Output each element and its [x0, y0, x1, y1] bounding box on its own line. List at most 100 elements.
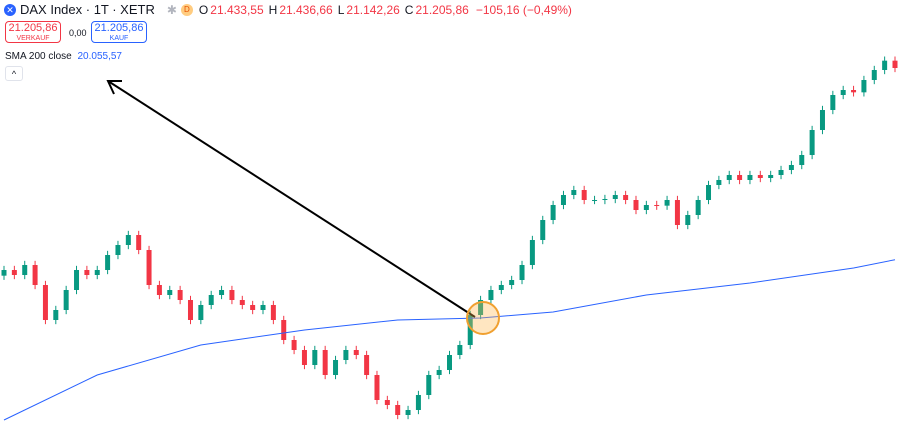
candle-body [581, 190, 587, 200]
candle-body [22, 265, 28, 275]
candle-body [788, 165, 794, 170]
candle-body [291, 340, 297, 350]
annotation-arrow [107, 80, 476, 318]
candle-body [322, 350, 328, 375]
candle-body [177, 290, 183, 300]
symbol: DAX Index · 1T · XETR [20, 2, 155, 17]
highlight-circle [466, 301, 500, 335]
ohlc: O 21.433,55 H 21.436,66 L 21.142,26 C 21.205,86 [199, 3, 472, 17]
candle-body [664, 200, 670, 206]
candle-body [457, 345, 463, 355]
candle-body [353, 350, 359, 355]
candle-body [208, 295, 214, 305]
candle-body [509, 280, 515, 285]
header: ✕ DAX Index · 1T · XETR ✱ D O 21.433,55 H 2… [4, 2, 572, 17]
candle-body [654, 205, 660, 206]
sell-button[interactable]: 21.205,86 VERKAUF [5, 21, 61, 43]
candle-body [94, 270, 100, 275]
candle-body [42, 285, 48, 320]
candle-body [799, 155, 805, 165]
candle-body [612, 195, 618, 199]
ohlc-value: 21.436,66 [279, 2, 333, 17]
candle-body [270, 305, 276, 320]
candle-body [540, 220, 546, 240]
candle-body [623, 195, 629, 200]
candle-body [1, 270, 7, 276]
candle-body [695, 200, 701, 215]
ohlc-label: C [404, 2, 414, 17]
sma-name: SMA 200 close [5, 51, 72, 62]
candle-body [156, 285, 162, 295]
candle-body [426, 375, 432, 395]
candle-body [892, 60, 898, 68]
candle-body [851, 90, 857, 93]
candle-body [488, 290, 494, 300]
change: −105,16 (−0,49%) [475, 2, 572, 17]
candle-body [167, 290, 173, 295]
buy-price: 21.205,86 [94, 22, 144, 34]
candle-body [737, 175, 743, 180]
buy-button[interactable]: 21.205,86 KAUF [91, 21, 147, 43]
candle-body [229, 290, 235, 300]
candle-body [198, 305, 204, 320]
candle-body [447, 355, 452, 370]
candle-body [384, 400, 390, 405]
symbol-icon: ✕ [4, 3, 16, 16]
ohlc-value: 21.142,26 [346, 2, 400, 17]
candle-body [550, 205, 556, 220]
collapse-button[interactable]: ^ [5, 66, 23, 81]
ohlc-value: 21.205,86 [415, 2, 469, 17]
spread: 0,00 [69, 28, 87, 38]
buy-label: KAUF [109, 35, 129, 42]
candle-body [643, 205, 649, 210]
candle-body [63, 290, 69, 310]
candle-body [405, 410, 411, 415]
candle-body [592, 200, 598, 201]
sell-price: 21.205,86 [8, 22, 58, 34]
candle-body [301, 350, 307, 365]
candle-body [11, 270, 17, 275]
candle-body [529, 240, 535, 265]
candle-body [882, 60, 888, 70]
candle-body [519, 265, 525, 280]
candle-body [840, 90, 846, 95]
candle-body [343, 350, 349, 360]
candle-body [571, 190, 577, 195]
candle-body [757, 175, 763, 178]
sell-label: VERKAUF [16, 35, 50, 42]
candle-body [146, 250, 152, 285]
candle-body [830, 95, 836, 110]
candle-body [125, 235, 131, 245]
candle-body [312, 350, 318, 365]
sma-value: 20.055,57 [77, 51, 123, 62]
ohlc-label: H [268, 2, 278, 17]
candle-body [809, 130, 815, 155]
candle-body [674, 200, 680, 225]
candle-body [726, 175, 732, 180]
candle-body [560, 195, 566, 205]
candle-body [706, 185, 712, 200]
candle-body [467, 315, 473, 345]
candle-body [602, 199, 608, 200]
candle-body [32, 265, 38, 285]
candle-body [819, 110, 825, 130]
candle-body [747, 175, 753, 180]
candle-body [115, 245, 121, 255]
candle-body [498, 285, 504, 290]
settings-icon[interactable]: ✱ [166, 2, 177, 17]
ohlc-label: O [198, 2, 209, 17]
sma-line [3, 259, 896, 421]
candle-body [861, 80, 867, 93]
candle-body [187, 300, 193, 320]
candle-body [768, 175, 774, 178]
candle-body [633, 200, 639, 210]
candle-body [84, 270, 90, 275]
sma-legend: SMA 200 close 20.055,57 [5, 51, 122, 62]
ohlc-label: L [337, 2, 345, 17]
candle-body [716, 180, 722, 185]
candle-body [333, 360, 339, 375]
arrow-head [106, 80, 122, 95]
candle-body [374, 375, 380, 400]
